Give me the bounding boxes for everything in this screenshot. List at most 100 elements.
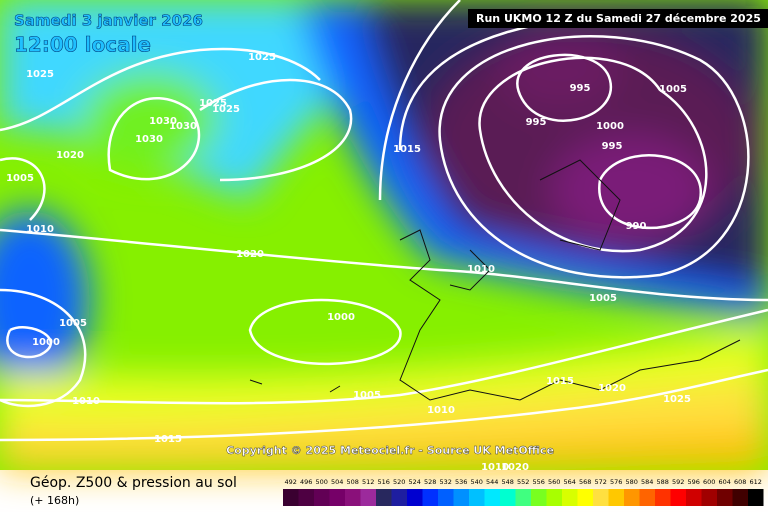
isobar-label: 1005 [659,84,687,95]
run-info: Run UKMO 12 Z du Samedi 27 décembre 2025 [476,12,761,25]
colorbar-tick-label: 588 [657,478,669,486]
isobar-label: 1030 [135,134,163,145]
isobar-label: 1015 [154,434,182,445]
colorbar-swatch [593,489,609,506]
product-title: Géop. Z500 & pression au sol [30,475,237,491]
coastlines [249,159,741,401]
colorbar-tick-label: 524 [409,478,421,486]
colorbar-tick-label: 540 [471,478,483,486]
isobar-label: 1030 [149,116,177,127]
isobar-label: 1030 [169,121,197,132]
isobar-label: 1020 [501,462,529,473]
colorbar-swatch [670,489,686,506]
colorbar-swatch [686,489,702,506]
isobar-label: 1025 [212,104,240,115]
colorbar-tick-label: 576 [610,478,622,486]
field [0,0,768,470]
colorbar-tick-label: 548 [502,478,514,486]
colorbar-tick-label: 612 [750,478,762,486]
isobar-label: 1020 [56,150,84,161]
isobar-label: 1000 [32,337,60,348]
lead-time: (+ 168h) [30,494,79,507]
isobar-label: 1005 [6,173,34,184]
forecast-date: Samedi 3 janvier 2026 [14,12,203,30]
colorbar-swatch [624,489,640,506]
colorbar-tick-label: 572 [595,478,607,486]
isobar-label: 1010 [467,264,495,275]
colorbar-swatch [345,489,361,506]
colorbar-swatch [701,489,717,506]
isobar-label: 1020 [236,249,264,260]
isobar-labels: 1025102510251025103010301030102010201005… [6,52,691,473]
forecast-time: 12:00 locale [14,33,151,57]
colorbar-tick-label: 552 [517,478,529,486]
colorbar-swatch [531,489,547,506]
isobar-label: 1000 [327,312,355,323]
isobar-label: 1025 [663,394,691,405]
colorbar-swatch [717,489,733,506]
colorbar-tick-label: 556 [533,478,545,486]
isobar-label: 1010 [72,396,100,407]
colorbar-swatch [655,489,671,506]
colorbar-swatch [391,489,407,506]
isobar-label: 1005 [589,293,617,304]
colorbar-swatch [438,489,454,506]
isobar-label: 995 [602,141,623,152]
run-box [468,9,768,28]
isobar-label: 1000 [596,121,624,132]
copyright: Copyright © 2025 Meteociel.fr - Source U… [226,444,554,457]
colorbar-tick-label: 512 [362,478,374,486]
colorbar-tick-label: 544 [486,478,498,486]
isobar-label: 1025 [199,98,227,109]
colorbar-tick-label: 520 [393,478,405,486]
colorbar-swatch [376,489,392,506]
colorbar-swatch [360,489,376,506]
colorbar-swatch [748,489,764,506]
colorbar-swatch [298,489,314,506]
colorbar-swatch [546,489,562,506]
isobar-label: 995 [570,83,591,94]
isobar-label: 1010 [427,405,455,416]
colorbar-tick-label: 604 [719,478,731,486]
colorbar-tick-label: 560 [548,478,560,486]
colorbar-swatch [329,489,345,506]
colorbar-swatch [407,489,423,506]
colorbar-tick-label: 568 [579,478,591,486]
isobar-label: 1025 [26,69,54,80]
isobars [0,0,768,442]
colorbar-tick-label: 584 [641,478,653,486]
colorbar-swatch [453,489,469,506]
isobar-label: 995 [526,117,547,128]
colorbar-tick-label: 592 [672,478,684,486]
isobar-label: 1010 [481,462,509,473]
colorbar-swatch [515,489,531,506]
colorbar-tick-label: 496 [300,478,312,486]
colorbar-tick-label: 596 [688,478,700,486]
colorbar-tick-label: 532 [440,478,452,486]
isobar-label: 1025 [248,52,276,63]
colorbar-swatch [422,489,438,506]
isobar-label: 1010 [26,224,54,235]
colorbar-tick-label: 516 [378,478,390,486]
isobar-label: 1015 [393,144,421,155]
colorbar-swatch [577,489,593,506]
colorbar-swatch [562,489,578,506]
isobar-label: 1005 [353,390,381,401]
colorbar-tick-label: 500 [316,478,328,486]
isobar-label: 1005 [59,318,87,329]
colorbar-tick-label: 492 [285,478,297,486]
colorbar-tick-label: 600 [703,478,715,486]
colorbar-swatch [732,489,748,506]
colorbar-swatch [500,489,516,506]
colorbar-tick-label: 580 [626,478,638,486]
colorbar-swatch [283,489,299,506]
colorbar-tick-label: 608 [734,478,746,486]
isobar-label: 990 [626,221,647,232]
isobar-label: 1015 [546,376,574,387]
colorbar: 492 496 500 504 508 512 516 520 524 528 532 536 540 5… [283,478,764,506]
colorbar-tick-label: 504 [331,478,343,486]
colorbar-tick-label: 564 [564,478,576,486]
colorbar-swatch [469,489,485,506]
